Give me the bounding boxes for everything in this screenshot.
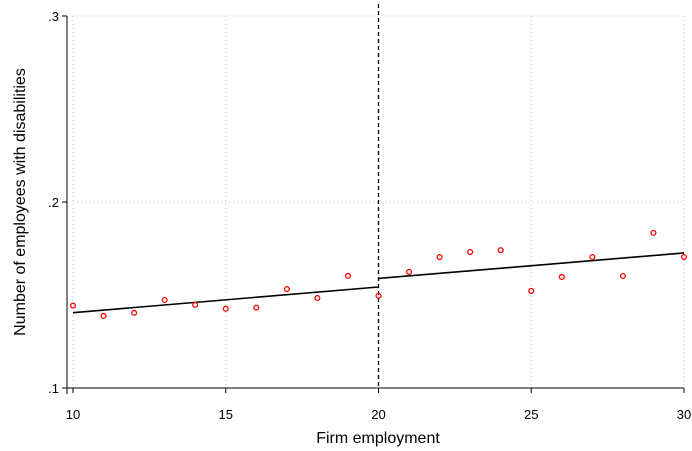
data-point: [405, 268, 413, 275]
fit-lines: [72, 4, 685, 388]
axes-layer: [62, 15, 685, 394]
fit-line-left: [72, 286, 379, 314]
data-point: [558, 273, 565, 281]
data-point: [375, 292, 382, 299]
x-axis-title: Firm employment: [316, 430, 440, 447]
y-tick-label: .1: [48, 381, 59, 396]
data-point: [192, 301, 199, 308]
data-point: [161, 296, 168, 304]
x-tick-label: 15: [219, 407, 233, 422]
data-point: [589, 254, 596, 261]
data-point: [131, 309, 138, 316]
data-point: [69, 302, 77, 309]
data-point: [100, 312, 107, 319]
data-point: [680, 254, 688, 261]
x-tick-label: 20: [371, 407, 385, 422]
data-point: [344, 272, 352, 279]
data-point: [528, 287, 535, 294]
x-tick-label: 10: [66, 407, 80, 422]
data-point: [467, 248, 474, 256]
y-tick-label: .2: [48, 195, 59, 210]
scatter-points: [69, 229, 688, 319]
data-point: [436, 254, 443, 261]
y-axis-title: Number of employees with disabilities: [12, 68, 29, 336]
data-point: [283, 285, 290, 293]
tick-labels: 10 15 20 25 30 .1 .2 .3: [48, 9, 691, 422]
fit-line-right: [378, 252, 685, 280]
data-point: [253, 304, 260, 311]
y-tick-label: .3: [48, 9, 59, 24]
x-tick-label: 25: [524, 407, 538, 422]
data-point: [650, 229, 657, 236]
data-point: [222, 305, 229, 312]
data-point: [497, 247, 504, 254]
data-point: [314, 294, 321, 302]
data-point: [619, 272, 626, 280]
x-tick-label: 30: [677, 407, 691, 422]
